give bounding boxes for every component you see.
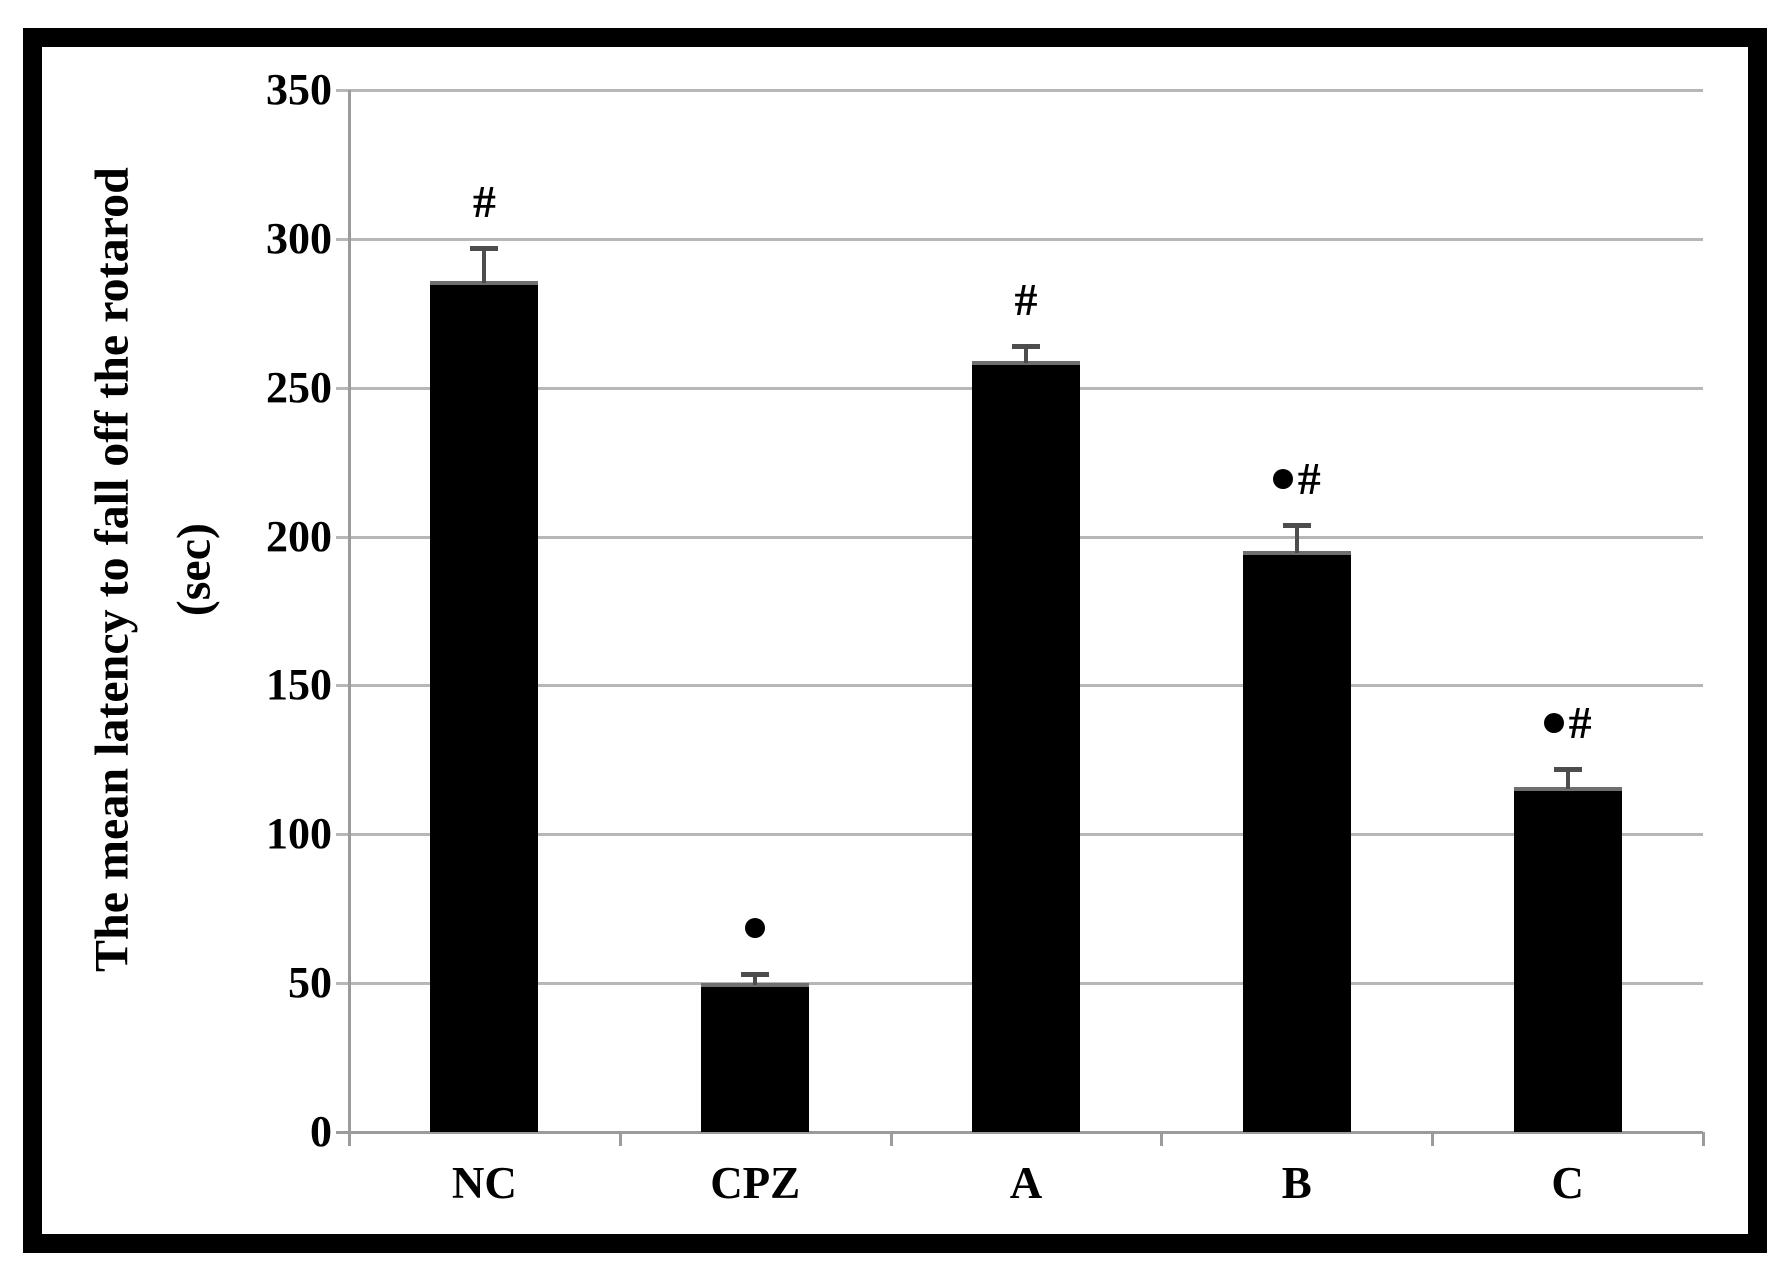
error-bar-cap-A	[1012, 344, 1040, 350]
significance-dot-icon	[1272, 468, 1293, 489]
y-tick-label-350: 350	[266, 65, 332, 114]
error-bar-line-NC	[482, 247, 487, 283]
y-tick-label-100: 100	[266, 809, 332, 859]
y-tick-label-300: 300	[266, 213, 332, 263]
y-tick-label-250: 250	[266, 362, 332, 412]
x-axis-tick-4	[1431, 1132, 1435, 1146]
annotation-NC: #	[394, 175, 574, 229]
error-bar-line-B	[1294, 524, 1299, 554]
error-bar-cap-NC	[470, 245, 499, 251]
error-bar-cap-B	[1282, 522, 1311, 528]
bar-C	[1513, 786, 1622, 1132]
y-tick-label-50: 50	[288, 958, 332, 1008]
bar-A	[972, 360, 1080, 1132]
significance-hash-icon: #	[472, 175, 496, 227]
x-category-label-CPZ: CPZ	[710, 1158, 801, 1208]
x-category-label-A: A	[1009, 1158, 1043, 1208]
significance-dot-icon	[1543, 712, 1564, 733]
figure-frame	[23, 28, 1767, 1253]
y-tick-label-150: 150	[266, 660, 332, 710]
gridline-300	[336, 237, 1703, 241]
bar-CPZ	[701, 983, 810, 1132]
error-bar-line-A	[1024, 346, 1028, 363]
significance-hash-icon: #	[1568, 696, 1592, 748]
x-category-label-NC: NC	[451, 1158, 517, 1208]
gridline-350	[336, 89, 1703, 92]
error-bar-cap-C	[1553, 766, 1582, 772]
y-axis-line	[348, 90, 351, 1146]
annotation-CPZ	[665, 901, 845, 955]
x-axis-tick-3	[1160, 1132, 1164, 1146]
x-category-label-B: B	[1281, 1158, 1312, 1208]
x-axis-tick-2	[889, 1132, 893, 1146]
error-bar-cap-CPZ	[741, 972, 770, 978]
significance-hash-icon: #	[1297, 452, 1321, 504]
annotation-A: #	[936, 273, 1116, 327]
annotation-B: #	[1207, 452, 1387, 506]
x-axis-baseline	[336, 1131, 1703, 1134]
annotation-C: #	[1478, 696, 1658, 750]
significance-dot-icon	[745, 918, 766, 939]
y-tick-label-0: 0	[310, 1107, 332, 1156]
x-axis-tick-1	[618, 1132, 622, 1146]
x-axis-tick-5	[1702, 1132, 1705, 1146]
x-category-label-C: C	[1551, 1158, 1584, 1208]
significance-hash-icon: #	[1014, 274, 1038, 326]
y-tick-label-200: 200	[266, 511, 332, 561]
error-bar-line-C	[1565, 768, 1570, 789]
bar-NC	[430, 280, 539, 1132]
error-bar-line-CPZ	[753, 974, 758, 986]
bar-B	[1242, 551, 1351, 1132]
